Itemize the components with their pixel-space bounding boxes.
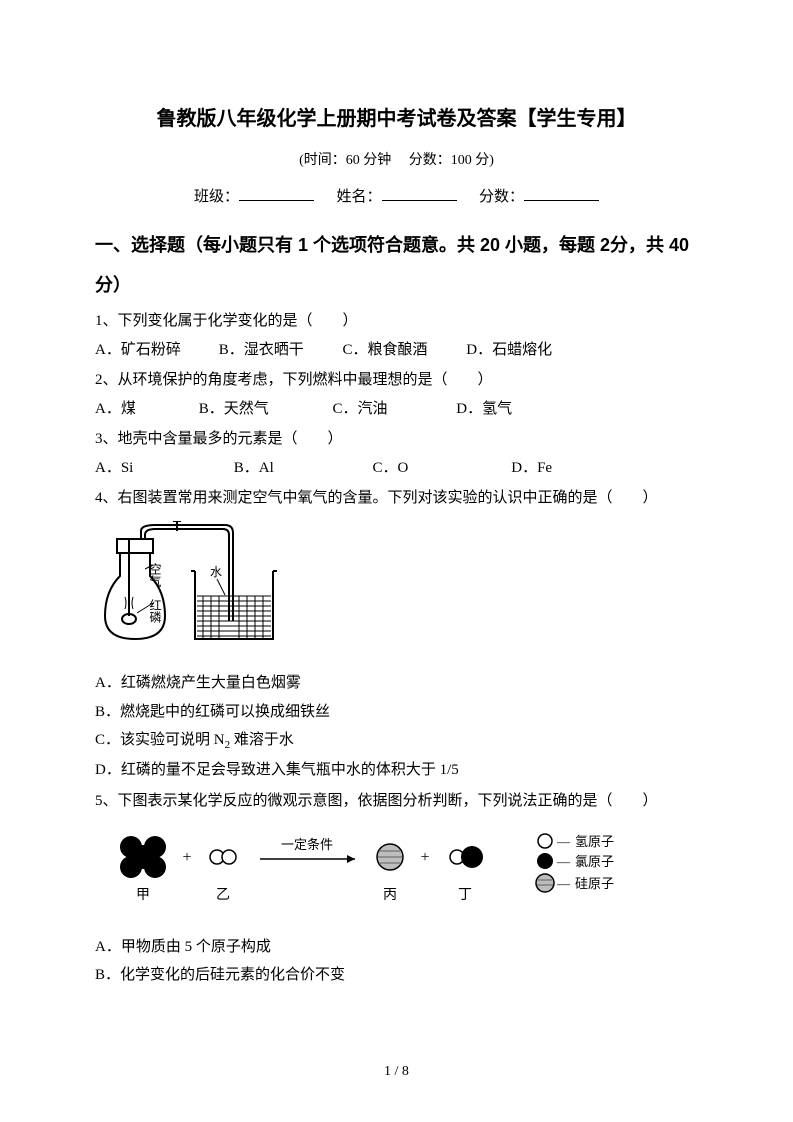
molecule-yi: [210, 850, 236, 864]
q5-opt-b: B．化学变化的后硅元素的化合价不变: [95, 961, 698, 990]
svg-text:—: —: [556, 876, 571, 891]
q3-stem: 3、地壳中含量最多的元素是（ ）: [95, 425, 698, 454]
legend: — 氢原子 — 氯原子 — 硅原子: [536, 834, 614, 892]
svg-text:—: —: [556, 854, 571, 869]
question-5: 5、下图表示某化学反应的微观示意图，依据图分析判断，下列说法正确的是（ ） 甲 …: [95, 787, 698, 990]
class-blank[interactable]: [239, 183, 314, 201]
name-label: 姓名：: [336, 189, 381, 205]
arrow-label: 一定条件: [281, 837, 333, 852]
meta-mid: 分数：: [391, 153, 451, 168]
svg-text:+: +: [420, 849, 429, 866]
q1-opt-d: D．石蜡熔化: [466, 336, 552, 365]
label-yi: 乙: [216, 887, 230, 903]
question-4: 4、右图装置常用来测定空气中氧气的含量。下列对该实验的认识中正确的是（ ）: [95, 484, 698, 784]
question-3: 3、地壳中含量最多的元素是（ ） A．Si B．Al C．O D．Fe: [95, 425, 698, 482]
meta-score: 100 分: [451, 153, 490, 168]
q1-stem: 1、下列变化属于化学变化的是（ ）: [95, 307, 698, 336]
q2-opt-b: B．天然气: [199, 395, 329, 424]
section-1-heading: 一、选择题（每小题只有 1 个选项符合题意。共 20 小题，每题 2分，共 40…: [95, 226, 698, 305]
q2-opt-c: C．汽油: [333, 395, 453, 424]
q4-opt-c: C．该实验可说明 N2 难溶于水: [95, 726, 698, 756]
q3-opt-b: B．Al: [234, 454, 369, 483]
legend-cl: 氯原子: [575, 854, 614, 869]
label-bing: 丙: [383, 888, 397, 903]
q4-c-pre: C．该实验可说明 N: [95, 732, 225, 748]
meta-suffix: ): [489, 153, 494, 168]
svg-text:+: +: [182, 849, 191, 866]
q2-stem: 2、从环境保护的角度考虑，下列燃料中最理想的是（ ）: [95, 366, 698, 395]
legend-h: 氢原子: [575, 834, 614, 849]
q5-stem: 5、下图表示某化学反应的微观示意图，依据图分析判断，下列说法正确的是（ ）: [95, 787, 698, 816]
question-2: 2、从环境保护的角度考虑，下列燃料中最理想的是（ ） A．煤 B．天然气 C．汽…: [95, 366, 698, 423]
q4-c-post: 难溶于水: [230, 732, 294, 748]
q2-opt-d: D．氢气: [456, 395, 512, 424]
label-jia: 甲: [136, 888, 150, 903]
molecule-jia: [120, 836, 166, 878]
q1-opt-b: B．湿衣晒干: [219, 336, 339, 365]
q2-opt-a: A．煤: [95, 395, 195, 424]
q4-stem: 4、右图装置常用来测定空气中氧气的含量。下列对该实验的认识中正确的是（ ）: [95, 484, 698, 513]
q4-opt-b: B．燃烧匙中的红磷可以换成细铁丝: [95, 698, 698, 727]
q4-label-phos: 红磷: [148, 597, 162, 623]
score-label: 分数：: [479, 189, 524, 205]
q5-molecule-diagram: 甲 + 乙 一定条件 丙 +: [95, 823, 698, 914]
q1-options: A．矿石粉碎 B．湿衣晒干 C．粮食酿酒 D．石蜡熔化: [95, 336, 698, 365]
page-title: 鲁教版八年级化学上册期中考试卷及答案【学生专用】: [95, 100, 698, 138]
legend-si: 硅原子: [575, 876, 614, 891]
class-label: 班级：: [194, 189, 239, 205]
q5-opt-a: A．甲物质由 5 个原子构成: [95, 933, 698, 962]
q4-opt-d: D．红磷的量不足会导致进入集气瓶中水的体积大于 1/5: [95, 756, 698, 785]
meta-prefix: (时间：: [299, 153, 346, 168]
question-1: 1、下列变化属于化学变化的是（ ） A．矿石粉碎 B．湿衣晒干 C．粮食酿酒 D…: [95, 307, 698, 364]
q3-opt-a: A．Si: [95, 454, 230, 483]
q4-label-water: 水: [210, 565, 222, 579]
q3-opt-c: C．O: [373, 454, 508, 483]
meta-time: 60 分钟: [346, 153, 392, 168]
q2-options: A．煤 B．天然气 C．汽油 D．氢气: [95, 395, 698, 424]
page-number: 1 / 8: [0, 1059, 793, 1086]
name-blank[interactable]: [382, 183, 457, 201]
score-blank[interactable]: [524, 183, 599, 201]
reaction-arrow-icon: [260, 855, 355, 863]
q4-experiment-diagram: 空气 红磷 水: [95, 521, 280, 651]
svg-text:—: —: [556, 834, 571, 849]
q4-opt-a: A．红磷燃烧产生大量白色烟雾: [95, 669, 698, 698]
exam-meta: (时间：60 分钟 分数：100 分): [95, 148, 698, 175]
label-ding: 丁: [458, 888, 472, 903]
q1-opt-c: C．粮食酿酒: [343, 336, 463, 365]
molecule-bing: [377, 844, 403, 870]
q3-opt-d: D．Fe: [511, 454, 552, 483]
q3-options: A．Si B．Al C．O D．Fe: [95, 454, 698, 483]
student-info-line: 班级： 姓名： 分数：: [95, 183, 698, 212]
q1-opt-a: A．矿石粉碎: [95, 336, 215, 365]
molecule-ding: [450, 846, 483, 868]
